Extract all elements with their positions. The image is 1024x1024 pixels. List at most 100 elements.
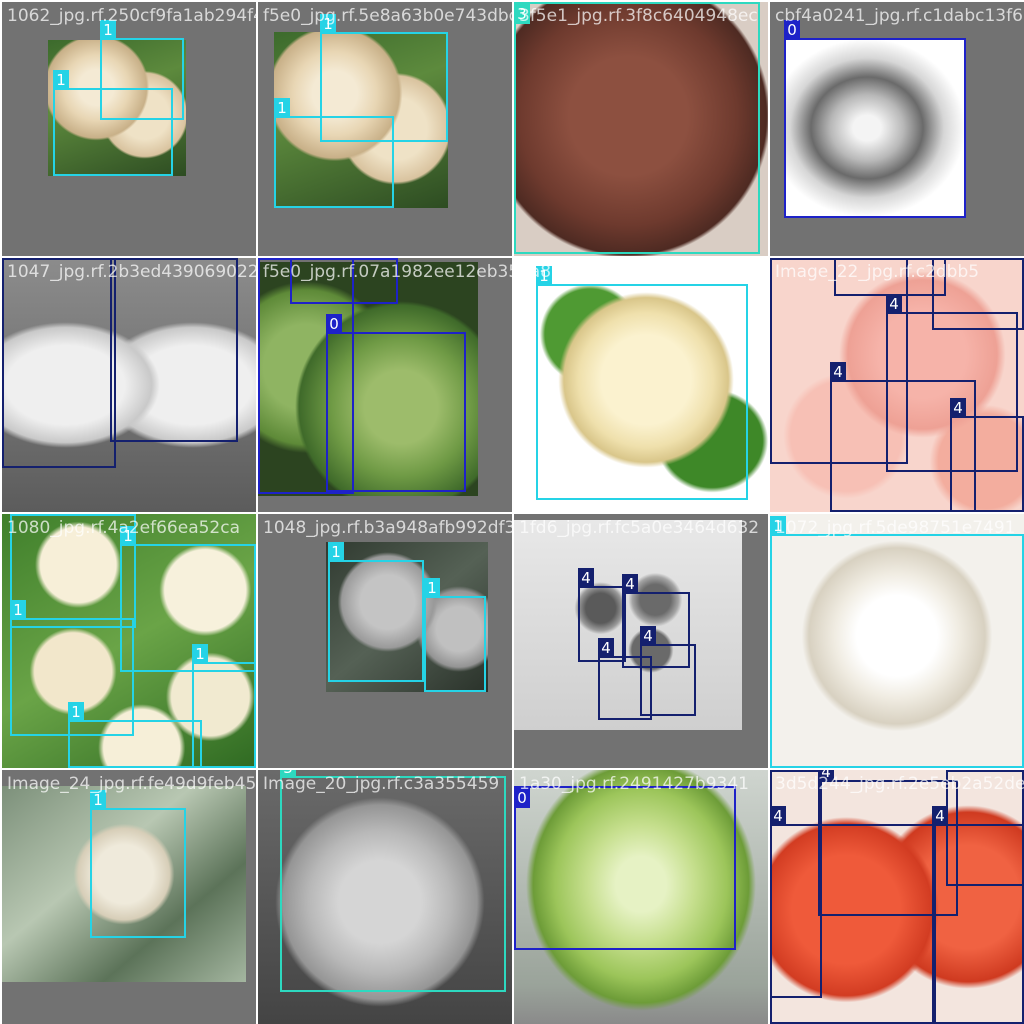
tile-1: 1062_jpg.rf.250cf9fa1ab294f4075c8243891e… (2, 2, 256, 256)
class-label: 0 (784, 20, 800, 40)
class-label: 4 (578, 568, 594, 588)
tile-photo (514, 2, 768, 256)
tile-14: Image_20_jpg.rf.c3a355459 3 (258, 770, 512, 1024)
tile-11: 1fd6_jpg.rf.fc5a0e3464d632 4 4 4 4 (514, 514, 768, 768)
tile-photo (786, 38, 966, 218)
tile-photo (770, 770, 1024, 1024)
class-label: 1 (424, 578, 440, 598)
detection-box: 4 (110, 258, 238, 442)
class-label: 1 (10, 600, 26, 620)
tile-photo (48, 40, 186, 176)
tile-filename: Image_20_jpg.rf.c3a355459 (263, 774, 500, 794)
detection-box: 0 (784, 20, 966, 218)
tile-photo (514, 520, 742, 730)
detection-box: 4 (932, 806, 1024, 1024)
detection-box: 4 (932, 258, 1024, 330)
tile-filename: 1048_jpg.rf.b3a948afb992df3c (263, 518, 512, 538)
tile-filename: f5e0_jpg.rf.07a1982ee12eb35 (263, 262, 512, 282)
tile-filename: Image_24_jpg.rf.fe49d9feb456 (7, 774, 256, 794)
tile-9: 1080_jpg.rf.4a2ef66ea52ca 1 1 1 1 1 (2, 514, 256, 768)
detection-box: 4 (640, 626, 696, 716)
class-label: 0 (514, 788, 530, 808)
class-label: 4 (598, 638, 614, 658)
class-label: 1 (10, 514, 26, 516)
tile-photo (258, 770, 512, 1024)
class-label: 4 (640, 626, 656, 646)
detection-box: 4 (818, 770, 958, 916)
class-label: 0 (258, 258, 274, 260)
tile-10: 1048_jpg.rf.b3a948afb992df3c 1 1 (258, 514, 512, 768)
class-label: 4 (886, 294, 902, 314)
detection-box: 4 (2, 258, 116, 468)
detection-box: 1 (770, 516, 1024, 768)
tile-filename: 3d5d244_jpg.rf.2e5eb2a52de5 (775, 774, 1024, 794)
class-label: 4 (818, 770, 834, 782)
detection-box: 4 (622, 574, 690, 668)
tile-16: 3d5d244_jpg.rf.2e5eb2a52de5 4 4 4 4 4 (770, 770, 1024, 1024)
tile-4: cbf4a0241_jpg.rf.c1dabc13f6 0 (770, 2, 1024, 256)
tile-filename: 3f5e1_jpg.rf.3f8c6404948ec (519, 6, 758, 26)
tile-8: Image_22_jpg.rf.c2dbb5 4 4 4 4 4 4 (770, 258, 1024, 512)
detection-box: 1 (320, 14, 448, 142)
tile-photo (514, 770, 768, 1024)
detection-box: 3 (514, 2, 760, 254)
tile-7: da86a460887.ffe7808047f10 1 (514, 258, 768, 512)
tile-13: Image_24_jpg.rf.fe49d9feb456 1 (2, 770, 256, 1024)
tile-photo (2, 514, 256, 768)
class-label: 4 (622, 574, 638, 594)
detection-box: 0 (326, 314, 466, 492)
class-label: 1 (770, 516, 786, 536)
class-label: 4 (932, 258, 948, 260)
class-label: 4 (770, 770, 786, 772)
class-label: 1 (274, 98, 290, 118)
tile-2: f5e0_jpg.rf.5e8a63b0e743dbd4e15 1 1 (258, 2, 512, 256)
detection-box: 1 (536, 266, 748, 500)
tile-photo (2, 786, 246, 982)
tile-filename: cbf4a0241_jpg.rf.c1dabc13f6 (775, 6, 1023, 26)
tile-filename: Image_22_jpg.rf.c2dbb5 (775, 262, 980, 282)
tile-filename: 1072_jpg.rf.5de98751e7491 (775, 518, 1016, 538)
tile-5: 1047_jpg.rf.2b3ed439069022 4 4 (2, 258, 256, 512)
tile-photo (2, 258, 256, 512)
tile-filename: 1fd6_jpg.rf.fc5a0e3464d632 (519, 518, 760, 538)
detection-box: 1 (90, 790, 186, 938)
tile-photo (258, 262, 478, 496)
class-label: 4 (770, 806, 786, 826)
tile-filename: 1062_jpg.rf.250cf9fa1ab294f4075c8243891e… (7, 6, 256, 26)
tile-photo (514, 258, 768, 512)
tile-filename: 1080_jpg.rf.4a2ef66ea52ca (7, 518, 241, 538)
class-label: 1 (328, 542, 344, 562)
class-label: 4 (830, 362, 846, 382)
detection-box: 0 (514, 786, 736, 950)
detection-box: 1 (68, 702, 202, 768)
tile-filename: f5e0_jpg.rf.5e8a63b0e743dbd4e15 (263, 6, 512, 26)
detection-box: 1 (10, 514, 136, 628)
detection-box: 4 (830, 362, 976, 512)
class-label: 0 (290, 258, 306, 260)
class-label: 1 (100, 20, 116, 40)
class-label: 3 (514, 4, 530, 24)
detection-box: 1 (424, 578, 486, 692)
detection-box: 4 (598, 638, 652, 720)
tile-filename: 1a30_jpg.rf.2491427b9341 (519, 774, 749, 794)
class-label: 0 (326, 314, 342, 334)
detection-box: 4 (950, 398, 1024, 512)
tile-6: f5e0_jpg.rf.07a1982ee12eb35 0 0 0 (258, 258, 512, 512)
detection-box: 1 (274, 98, 394, 208)
detection-box: 1 (53, 70, 173, 176)
class-label: 4 (2, 258, 18, 260)
tile-photo (326, 542, 488, 692)
detection-box: 1 (328, 542, 424, 682)
class-label: 4 (110, 258, 126, 260)
class-label: 1 (320, 14, 336, 34)
detection-box: 0 (290, 258, 398, 304)
tile-3: 3f5e1_jpg.rf.3f8c6404948ec 3 (514, 2, 768, 256)
class-label: 1 (120, 526, 136, 546)
detection-box: 4 (886, 294, 1018, 472)
tile-filename: da86a460887.ffe7808047f10 (519, 262, 768, 282)
detection-box: 1 (10, 600, 134, 736)
class-label: 4 (950, 398, 966, 418)
detection-box: 1 (192, 644, 256, 768)
tile-photo (274, 32, 448, 208)
